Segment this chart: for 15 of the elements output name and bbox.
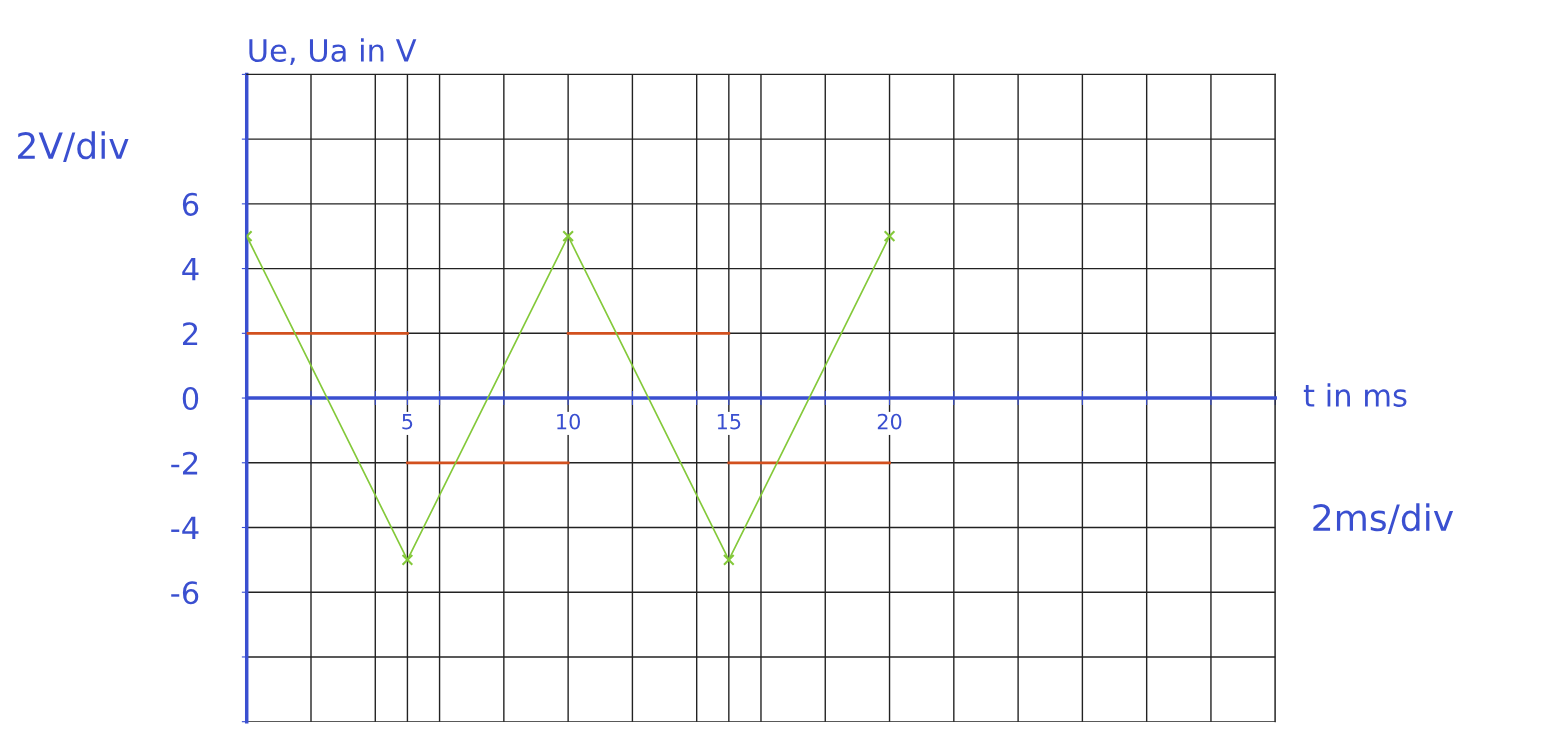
y-tick-label: 2 [182, 322, 198, 345]
text: 2V/div [18, 131, 129, 163]
x-axis-title: t in ms [1303, 383, 1407, 407]
y-tick-label: 0 [182, 386, 199, 411]
text: 2ms/div [1313, 503, 1454, 535]
y-tick-label: -6 [171, 581, 199, 605]
y-tick-label: -4 [171, 516, 199, 540]
x-tick-label: 20 [877, 413, 902, 430]
y-tick-label: 6 [182, 192, 199, 216]
x-tick-label: 10 [557, 413, 580, 430]
x-tick-label: 15 [717, 413, 741, 430]
y-tick-label: 4 [182, 257, 199, 281]
y-axis-title: Ue, Ua in V [249, 38, 417, 66]
y-tick-label: -2 [171, 451, 198, 475]
x-tick-label: 5 [402, 413, 413, 430]
